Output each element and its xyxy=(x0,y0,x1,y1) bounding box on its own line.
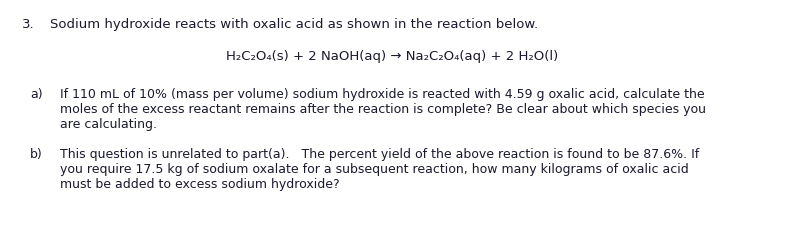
Text: must be added to excess sodium hydroxide?: must be added to excess sodium hydroxide… xyxy=(60,178,340,191)
Text: b): b) xyxy=(30,148,42,161)
Text: a): a) xyxy=(30,88,42,101)
Text: are calculating.: are calculating. xyxy=(60,118,157,131)
Text: you require 17.5 kg of sodium oxalate for a subsequent reaction, how many kilogr: you require 17.5 kg of sodium oxalate fo… xyxy=(60,163,688,176)
Text: Sodium hydroxide reacts with oxalic acid as shown in the reaction below.: Sodium hydroxide reacts with oxalic acid… xyxy=(50,18,539,31)
Text: moles of the excess reactant remains after the reaction is complete? Be clear ab: moles of the excess reactant remains aft… xyxy=(60,103,706,116)
Text: This question is unrelated to part(a).   The percent yield of the above reaction: This question is unrelated to part(a). T… xyxy=(60,148,699,161)
Text: H₂C₂O₄(s) + 2 NaOH(aq) → Na₂C₂O₄(aq) + 2 H₂O(l): H₂C₂O₄(s) + 2 NaOH(aq) → Na₂C₂O₄(aq) + 2… xyxy=(226,50,558,63)
Text: 3.: 3. xyxy=(22,18,35,31)
Text: If 110 mL of 10% (mass per volume) sodium hydroxide is reacted with 4.59 g oxali: If 110 mL of 10% (mass per volume) sodiu… xyxy=(60,88,705,101)
